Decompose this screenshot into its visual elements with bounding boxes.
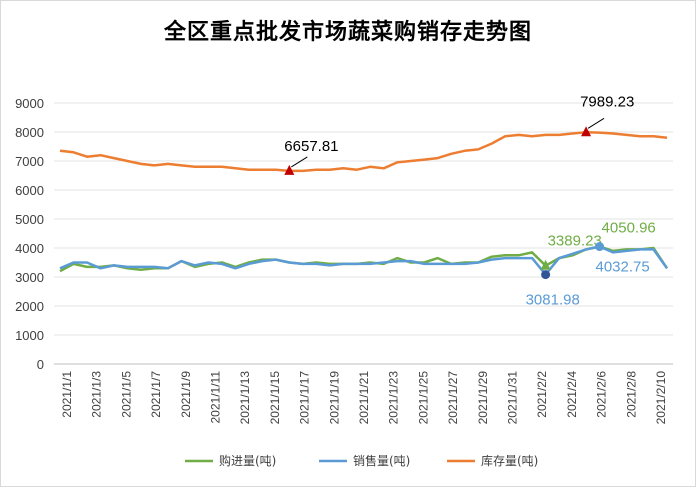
x-tick-label: 2021/2/10 bbox=[654, 371, 668, 425]
x-tick-label: 2021/2/4 bbox=[565, 371, 579, 418]
x-tick-label: 2021/2/8 bbox=[624, 371, 638, 418]
x-tick-label: 2021/1/5 bbox=[119, 371, 133, 418]
legend-label-0: 购进量(吨) bbox=[219, 453, 276, 468]
x-tick-label: 2021/1/7 bbox=[149, 371, 163, 418]
x-tick-label: 2021/1/3 bbox=[90, 371, 104, 418]
y-tick-label: 3000 bbox=[15, 270, 44, 285]
y-tick-label: 0 bbox=[37, 357, 44, 372]
annotation-label-5: 4032.75 bbox=[596, 258, 650, 275]
annotation-label-3: 4050.96 bbox=[602, 220, 656, 237]
legend-label-1: 销售量(吨) bbox=[353, 453, 410, 468]
chart-title: 全区重点批发市场蔬菜购销存走势图 bbox=[163, 19, 532, 45]
y-tick-label: 1000 bbox=[15, 328, 44, 343]
annotation-label-2: 3389.23 bbox=[548, 233, 602, 250]
annotation-marker-0 bbox=[284, 164, 295, 175]
y-tick-label: 2000 bbox=[15, 299, 44, 314]
annotation-marker-2 bbox=[540, 259, 551, 270]
x-tick-label: 2021/1/13 bbox=[238, 371, 252, 425]
annotation-marker-4 bbox=[541, 270, 551, 280]
y-tick-label: 8000 bbox=[15, 125, 44, 140]
annotation-marker-1 bbox=[581, 126, 592, 137]
x-tick-label: 2021/1/21 bbox=[357, 371, 371, 425]
x-tick-label: 2021/1/19 bbox=[327, 371, 341, 425]
x-tick-label: 2021/1/9 bbox=[179, 371, 193, 418]
annotation-leader-1 bbox=[587, 117, 605, 129]
y-tick-label: 6000 bbox=[15, 183, 44, 198]
x-tick-label: 2021/1/15 bbox=[268, 371, 282, 425]
x-tick-label: 2021/2/6 bbox=[595, 371, 609, 418]
x-tick-label: 2021/1/11 bbox=[209, 371, 223, 424]
annotation-marker-3 bbox=[595, 242, 605, 252]
x-tick-label: 2021/1/25 bbox=[416, 371, 430, 425]
y-tick-label: 5000 bbox=[15, 212, 44, 227]
y-tick-label: 4000 bbox=[15, 241, 44, 256]
annotation-leader-0 bbox=[291, 156, 308, 168]
x-tick-label: 2021/1/27 bbox=[446, 371, 460, 425]
series-line-1 bbox=[59, 245, 669, 276]
x-tick-label: 2021/1/17 bbox=[298, 371, 312, 425]
y-tick-label: 7000 bbox=[15, 154, 44, 169]
x-tick-label: 2021/1/1 bbox=[60, 371, 74, 418]
series-line-2 bbox=[59, 131, 668, 173]
x-tick-label: 2021/1/23 bbox=[387, 371, 401, 425]
annotation-label-4: 3081.98 bbox=[526, 292, 580, 309]
annotation-label-0: 6657.81 bbox=[284, 138, 338, 155]
annotation-label-1: 7989.23 bbox=[580, 93, 634, 110]
y-tick-label: 9000 bbox=[15, 96, 44, 111]
x-tick-label: 2021/2/2 bbox=[535, 371, 549, 418]
x-tick-label: 2021/1/29 bbox=[476, 371, 490, 425]
legend-label-2: 库存量(吨) bbox=[481, 453, 538, 468]
x-tick-label: 2021/1/31 bbox=[506, 371, 520, 425]
